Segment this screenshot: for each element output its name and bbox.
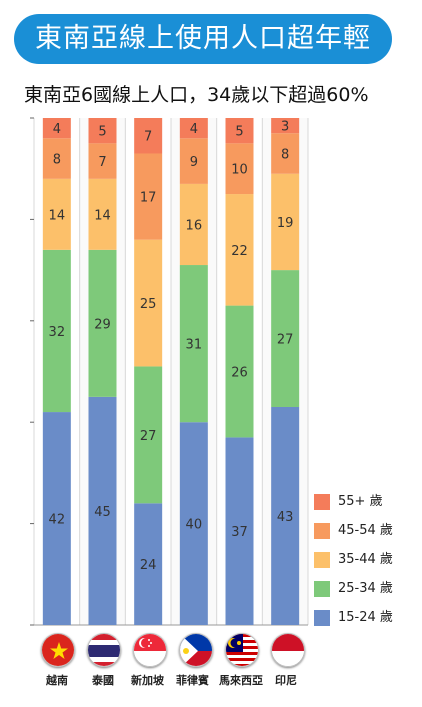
thailand-flag-icon [87,633,121,667]
malaysia-flag-icon [225,633,259,667]
data-label: 19 [277,216,294,231]
country-label: 印尼 [275,674,297,687]
legend-label: 25-34 歲 [338,581,393,596]
bar-segment [134,239,163,367]
legend-swatch [314,581,330,597]
data-label: 3 [281,120,289,135]
singapore-flag-icon [133,633,167,667]
data-label: 17 [140,191,157,206]
bar-segment [134,503,163,625]
legend-swatch [314,552,330,568]
bar-segment [179,265,208,423]
bar-segment [179,422,208,625]
data-label: 32 [49,325,66,340]
bar-segment [225,143,254,195]
data-label: 31 [186,338,203,353]
bar-segment [42,412,71,625]
data-label: 14 [49,208,66,223]
data-label: 7 [98,155,106,170]
indonesia-flag-icon [271,633,305,667]
bar-segment [42,138,71,179]
bar-segment [88,249,117,397]
data-label: 7 [144,130,152,145]
bar-segment [179,183,208,266]
bar-segment [225,118,254,144]
bar-segment [271,118,300,134]
bar-segment [271,133,300,174]
bar-segment [271,173,300,271]
bar-segment [88,118,117,144]
data-label: 43 [277,510,294,525]
data-label: 27 [277,333,294,348]
country-label: 越南 [46,674,68,687]
legend-label: 35-44 歲 [338,552,393,567]
data-label: 42 [49,513,66,528]
philippines-flag-icon [179,633,213,667]
title-banner: 東南亞線上使用人口超年輕 [14,14,392,64]
legend-swatch [314,494,330,510]
chart-subtitle: 東南亞6國線上人口，34歲以下超過60% [24,84,369,106]
data-label: 24 [140,558,157,573]
bar-segment [134,118,163,154]
data-label: 22 [231,244,248,259]
country-label: 菲律賓 [176,674,209,687]
bar-segment [134,366,163,504]
data-label: 37 [231,525,248,540]
bar-segment [42,118,71,139]
bar-segment [271,270,300,407]
page-title: 東南亞線上使用人口超年輕 [35,23,371,54]
bar-segment [179,138,208,184]
legend-label: 15-24 歲 [338,610,393,625]
legend-swatch [314,523,330,539]
country-label: 新加坡 [131,674,164,687]
bar-segment [271,406,300,625]
bar-segment [42,178,71,250]
data-label: 26 [231,366,248,381]
data-label: 25 [140,297,157,312]
data-label: 8 [53,153,61,168]
bar-segment [88,143,117,179]
legend-label: 55+ 歲 [338,494,383,509]
bar-segment [42,249,71,413]
data-label: 4 [53,122,61,137]
data-label: 9 [190,155,198,170]
data-label: 4 [190,122,198,137]
bar-segment [88,178,117,250]
data-label: 10 [231,163,248,178]
data-label: 16 [186,218,203,233]
data-label: 27 [140,429,157,444]
data-label: 40 [186,518,203,533]
country-label: 馬來西亞 [219,674,263,687]
legend-label: 45-54 歲 [338,523,393,538]
bar-segment [225,194,254,306]
bar-segment [225,305,254,438]
bar-segment [134,153,163,240]
data-label: 5 [98,125,106,140]
vietnam-flag-icon [41,633,75,667]
data-label: 8 [281,147,289,162]
legend-swatch [314,610,330,626]
bar-segment [88,396,117,625]
data-label: 45 [94,505,111,520]
data-label: 29 [94,317,111,332]
bar-segment [179,118,208,139]
data-label: 5 [235,125,243,140]
data-label: 14 [94,208,111,223]
country-label: 泰國 [92,674,114,687]
bar-segment [225,437,254,625]
